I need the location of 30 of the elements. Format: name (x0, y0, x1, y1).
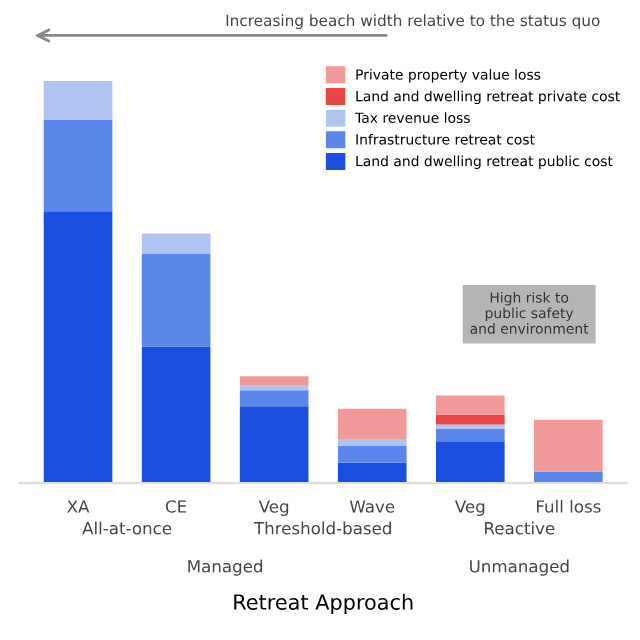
bar (43, 119, 113, 212)
text: Unmanaged (470, 559, 569, 576)
bar (239, 390, 309, 407)
bar (435, 395, 505, 415)
x-tick-label: XA (67, 500, 90, 513)
x-tick-label: Veg (454, 500, 485, 516)
text: All-at-once (82, 521, 172, 535)
x-tick-label: Veg (258, 500, 289, 516)
bar (239, 385, 309, 391)
bar (435, 414, 505, 425)
text: Threshold-based (253, 521, 391, 535)
bar (43, 211, 113, 484)
text: Reactive (485, 521, 555, 535)
x-tick-label: Full loss (537, 499, 601, 513)
bar (435, 441, 505, 484)
bar (534, 419, 603, 472)
x-tick-label: Wave (349, 500, 395, 513)
bar (337, 462, 407, 484)
bar (337, 408, 407, 440)
bar (141, 233, 211, 254)
bar (239, 406, 309, 484)
bar (141, 346, 211, 484)
bar (43, 80, 113, 120)
text: Managed (188, 559, 263, 576)
x-tick-label: CE (165, 500, 187, 513)
bar (141, 253, 211, 347)
bar (337, 445, 407, 463)
bar (435, 428, 505, 442)
bar (239, 376, 309, 386)
x-axis-title: Retreat Approach (234, 593, 413, 614)
